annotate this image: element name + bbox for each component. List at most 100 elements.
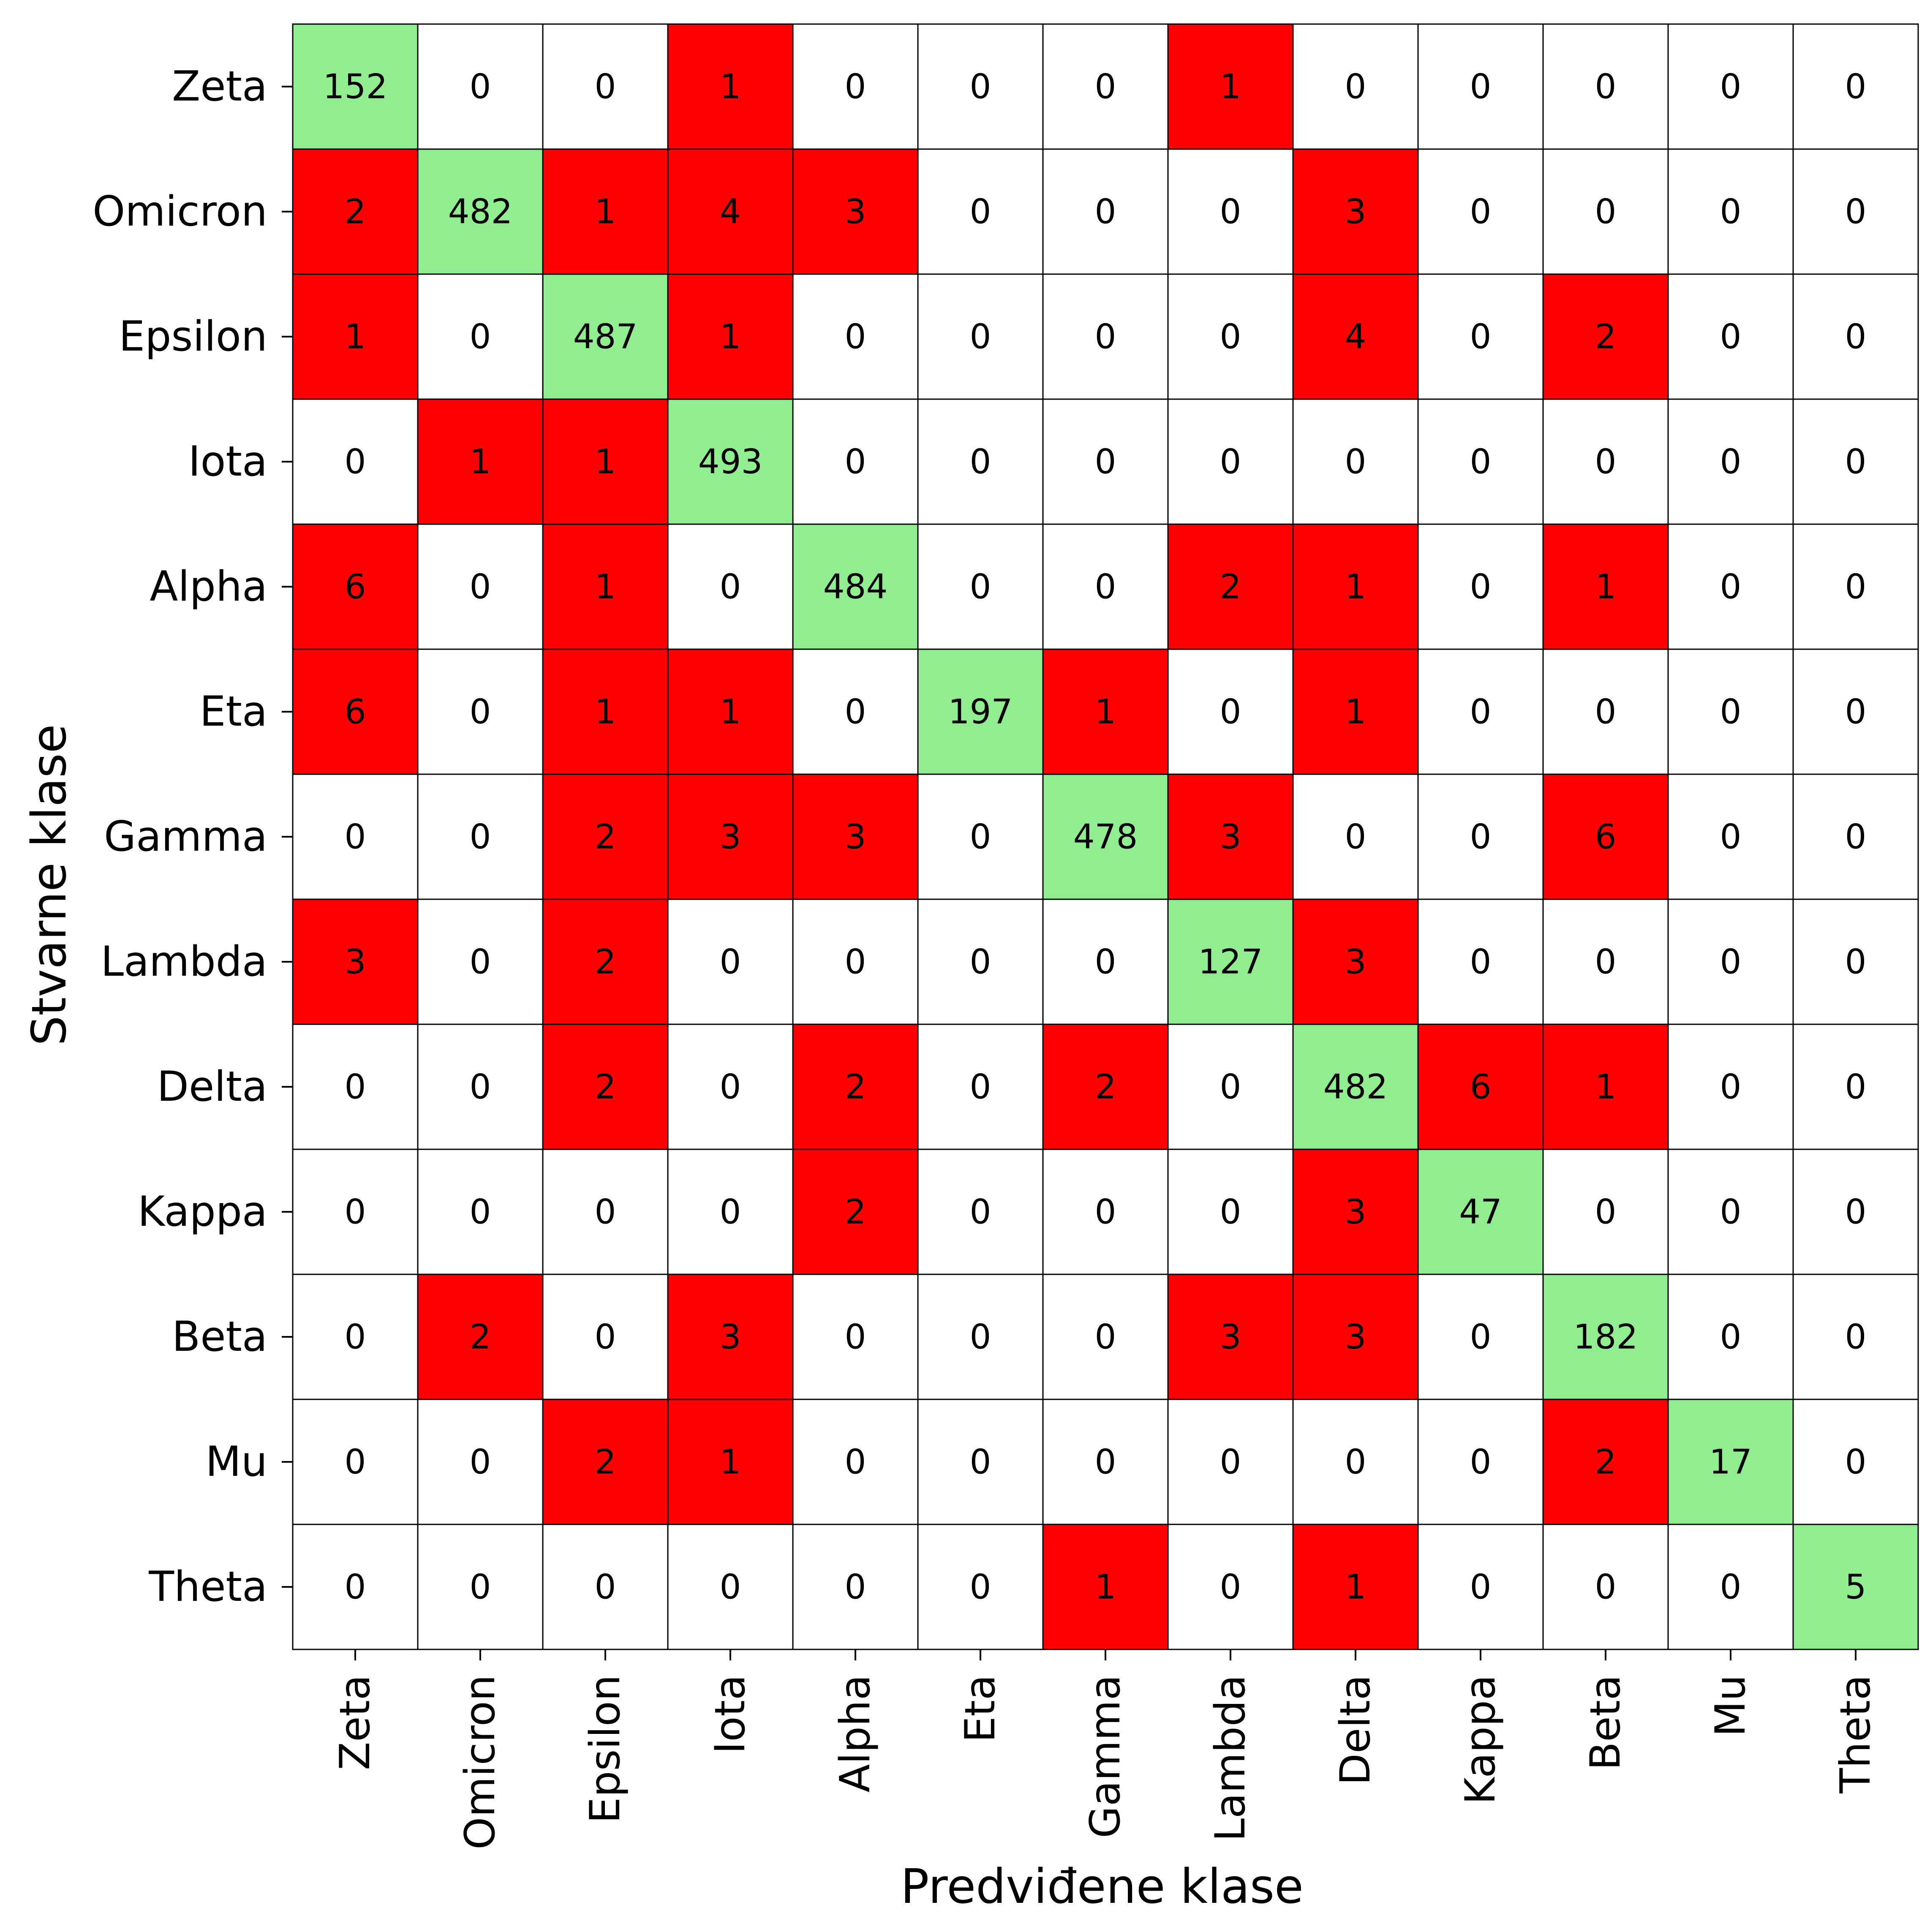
cell-value-label: 0 xyxy=(1220,1442,1241,1482)
heatmap-cell xyxy=(1042,23,1169,150)
heatmap-cell xyxy=(1292,23,1419,150)
cell-value-label: 0 xyxy=(1720,817,1742,857)
heatmap-cell xyxy=(1667,773,1794,900)
cell-value-label: 0 xyxy=(970,1317,991,1357)
heatmap-cell xyxy=(1167,648,1294,775)
cell-value-label: 197 xyxy=(948,692,1013,732)
heatmap-cell xyxy=(1792,1273,1919,1400)
heatmap-cell xyxy=(1292,1148,1419,1275)
cell-value-label: 152 xyxy=(323,67,388,106)
y-tick-label: Zeta xyxy=(172,63,267,111)
heatmap-cell xyxy=(792,1148,919,1275)
heatmap-cell xyxy=(542,398,669,525)
heatmap-cell xyxy=(917,1273,1044,1400)
cell-value-label: 0 xyxy=(1470,192,1492,231)
heatmap-cell xyxy=(542,1524,669,1650)
cell-value-label: 2 xyxy=(1220,567,1241,607)
heatmap-cell xyxy=(917,1148,1044,1275)
cell-value-label: 0 xyxy=(470,1192,491,1232)
cell-value-label: 0 xyxy=(1470,442,1492,482)
cell-value-label: 0 xyxy=(1470,67,1492,106)
heatmap-cell xyxy=(542,898,669,1025)
cell-value-label: 6 xyxy=(1595,817,1617,857)
y-tick-label: Kappa xyxy=(138,1188,267,1236)
heatmap-cell xyxy=(667,23,794,150)
cell-value-label: 0 xyxy=(470,942,491,982)
y-tick-label: Omicron xyxy=(93,188,267,236)
cell-value-label: 0 xyxy=(1220,1567,1241,1607)
heatmap-cell xyxy=(917,398,1044,525)
heatmap-cell xyxy=(1667,523,1794,650)
cell-value-label: 0 xyxy=(595,1317,616,1357)
heatmap-cell xyxy=(1542,898,1669,1025)
cell-value-label: 2 xyxy=(470,1317,491,1357)
cell-value-label: 0 xyxy=(470,1567,491,1607)
heatmap-cell xyxy=(292,1148,419,1275)
cell-value-label: 0 xyxy=(1845,1442,1867,1482)
cell-value-label: 0 xyxy=(970,817,991,857)
y-tick-label: Gamma xyxy=(104,813,267,861)
cell-value-label: 0 xyxy=(1095,1317,1116,1357)
heatmap-cell xyxy=(1417,523,1544,650)
heatmap-cell xyxy=(542,773,669,900)
cell-value-label: 0 xyxy=(1595,692,1617,732)
heatmap-cell xyxy=(1417,148,1544,275)
y-tick-label: Delta xyxy=(157,1063,267,1111)
heatmap-cell xyxy=(1167,148,1294,275)
cell-value-label: 0 xyxy=(1220,1192,1241,1232)
cell-value-label: 0 xyxy=(1720,567,1742,607)
cell-value-label: 0 xyxy=(845,317,866,356)
heatmap-cell xyxy=(417,898,544,1025)
heatmap-cell xyxy=(542,1273,669,1400)
heatmap-cell xyxy=(917,523,1044,650)
cell-value-label: 3 xyxy=(845,192,866,231)
y-tick-label: Iota xyxy=(188,438,267,486)
heatmap-cell xyxy=(792,1524,919,1650)
heatmap-cell xyxy=(1167,23,1294,150)
cell-value-label: 1 xyxy=(595,442,616,482)
cell-value-label: 0 xyxy=(1470,692,1492,732)
cell-value-label: 2 xyxy=(1095,1067,1116,1107)
cell-value-label: 0 xyxy=(1720,1317,1742,1357)
heatmap-cell xyxy=(667,398,794,525)
cell-value-label: 0 xyxy=(1220,442,1241,482)
cell-value-label: 2 xyxy=(1595,317,1617,356)
cell-value-label: 0 xyxy=(1845,817,1867,857)
x-tick-label: Iota xyxy=(706,1675,754,1754)
heatmap-cell xyxy=(1042,898,1169,1025)
axis-ticks: Zeta Omicron Epsilon Iota Alpha Eta Gamma Lambd… xyxy=(93,63,1880,1850)
cell-value-label: 2 xyxy=(845,1192,866,1232)
heatmap-cell xyxy=(1042,1023,1169,1150)
cell-value-label: 478 xyxy=(1073,817,1138,857)
cell-value-label: 1 xyxy=(595,692,616,732)
heatmap-cell xyxy=(1042,773,1169,900)
y-tick-label: Theta xyxy=(148,1563,267,1611)
cell-value-label: 1 xyxy=(720,67,741,106)
cell-value-label: 1 xyxy=(1220,67,1241,106)
heatmap-cell xyxy=(1417,1023,1544,1150)
cell-value-label: 0 xyxy=(1470,942,1492,982)
cell-value-label: 0 xyxy=(1220,192,1241,231)
cell-value-label: 0 xyxy=(1845,67,1867,106)
cell-value-label: 0 xyxy=(1720,192,1742,231)
heatmap-cell xyxy=(1667,273,1794,400)
cell-value-label: 0 xyxy=(1720,1192,1742,1232)
cell-value-label: 487 xyxy=(573,317,638,356)
cell-value-label: 0 xyxy=(1595,442,1617,482)
cell-value-label: 4 xyxy=(1345,317,1367,356)
heatmap-cell xyxy=(417,1273,544,1400)
cell-value-label: 0 xyxy=(1095,442,1116,482)
heatmap-cell xyxy=(292,773,419,900)
heatmap-cell xyxy=(1792,898,1919,1025)
cell-value-label: 0 xyxy=(470,317,491,356)
heatmap-cell xyxy=(1292,398,1419,525)
heatmap-cell xyxy=(1542,398,1669,525)
heatmap-cell xyxy=(417,1148,544,1275)
cell-value-label: 127 xyxy=(1198,942,1263,982)
heatmap-cell xyxy=(542,273,669,400)
heatmap-cell xyxy=(417,148,544,275)
y-axis-title: Stvarne klase xyxy=(22,724,77,1045)
heatmap-cell xyxy=(667,148,794,275)
heatmap-cell xyxy=(792,648,919,775)
x-tick-label: Beta xyxy=(1582,1675,1630,1770)
